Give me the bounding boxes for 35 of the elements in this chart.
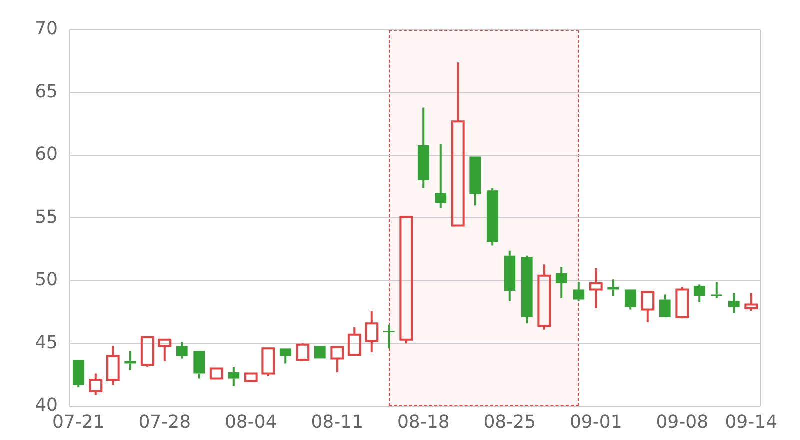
- x-tick-label: 09-14: [725, 412, 778, 433]
- candlestick: [504, 250, 516, 302]
- x-tick-label: 08-11: [311, 412, 364, 433]
- candlestick: [728, 292, 740, 315]
- candlestick: [573, 281, 585, 302]
- candlestick: [694, 284, 706, 304]
- y-tick-label: 55: [35, 206, 58, 228]
- x-tick-label: 07-28: [138, 412, 192, 433]
- candlestick: [176, 341, 188, 360]
- candlestick: [486, 187, 498, 247]
- candlestick: [194, 351, 206, 380]
- x-tick-label: 09-08: [656, 412, 709, 433]
- candlestick: [383, 324, 395, 350]
- candlestick: [124, 350, 136, 372]
- candlestick: [556, 266, 568, 300]
- y-tick-label: 45: [35, 332, 58, 354]
- y-tick-label: 65: [35, 81, 58, 102]
- candlestick: [228, 366, 240, 388]
- x-tick-label: 08-04: [224, 412, 278, 433]
- candlestick: [608, 278, 620, 297]
- y-tick-label: 60: [35, 144, 58, 166]
- y-tick-label: 70: [35, 18, 58, 40]
- y-tick-label: 50: [35, 270, 58, 291]
- x-tick-label: 08-18: [397, 412, 450, 433]
- candlestick: [280, 348, 292, 365]
- candlestick: [659, 294, 671, 318]
- candlestick: [624, 290, 636, 311]
- x-tick-label: 08-25: [484, 412, 536, 433]
- candlestick: [711, 281, 723, 300]
- x-tick-label: 07-21: [52, 412, 105, 433]
- candlestick: [72, 360, 84, 389]
- candlestick: [435, 143, 447, 210]
- candlestick: [521, 254, 533, 325]
- candlestick: [418, 106, 430, 190]
- x-tick-label: 09-01: [570, 412, 622, 433]
